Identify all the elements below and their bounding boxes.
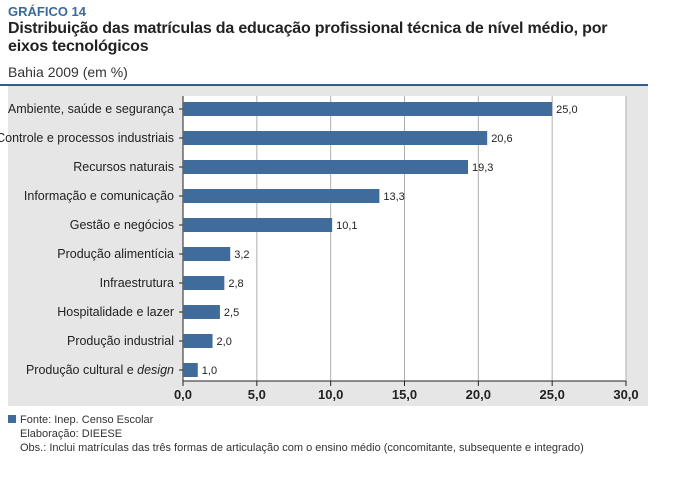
footer-source: Fonte: Inep. Censo Escolar [8,414,153,426]
value-label: 1,0 [202,365,217,377]
category-label: Informação e comunicação [24,189,174,203]
category-label: Produção industrial [67,334,174,348]
x-tick-label: 5,0 [248,387,266,402]
chart-number: GRÁFICO 14 [8,4,87,19]
category-label: Ambiente, saúde e segurança [8,102,174,116]
footer-elaboration: Elaboração: DIEESE [20,428,123,440]
title-rule [0,84,648,86]
value-label: 2,8 [228,278,243,290]
category-label: Infraestrutura [100,276,174,290]
bar [183,334,213,348]
value-label: 2,5 [224,307,239,319]
bar [183,276,225,290]
chart-title: Distribuição das matrículas da educação … [8,20,608,55]
x-tick-label: 15,0 [392,387,417,402]
chart-subtitle: Bahia 2009 (em %) [8,64,128,80]
value-label: 19,3 [472,162,493,174]
bar [183,160,468,174]
footer-notes: Obs.: Inclui matrículas das três formas … [20,442,584,454]
bar [183,363,198,377]
bar [183,102,553,116]
category-label: Produção cultural e design [26,363,174,377]
x-tick-label: 20,0 [466,387,491,402]
value-label: 13,3 [383,191,404,203]
x-tick-label: 25,0 [540,387,565,402]
legend-square-icon [8,415,16,423]
value-label: 20,6 [491,133,512,145]
bar [183,189,380,203]
value-label: 2,0 [217,336,232,348]
bar [183,247,231,261]
x-tick-label: 0,0 [174,387,192,402]
value-label: 10,1 [336,220,357,232]
bar [183,218,333,232]
category-label: Controle e processos industriais [0,131,174,145]
value-label: 25,0 [556,104,577,116]
x-tick-label: 10,0 [318,387,343,402]
x-tick-label: 30,0 [613,387,638,402]
category-label: Gestão e negócios [70,218,174,232]
category-label: Produção alimentícia [57,247,174,261]
bar [183,131,488,145]
value-label: 3,2 [234,249,249,261]
source-text: Fonte: Inep. Censo Escolar [20,414,154,426]
category-label: Recursos naturais [73,160,174,174]
bar [183,305,220,319]
category-label: Hospitalidade e lazer [57,305,174,319]
